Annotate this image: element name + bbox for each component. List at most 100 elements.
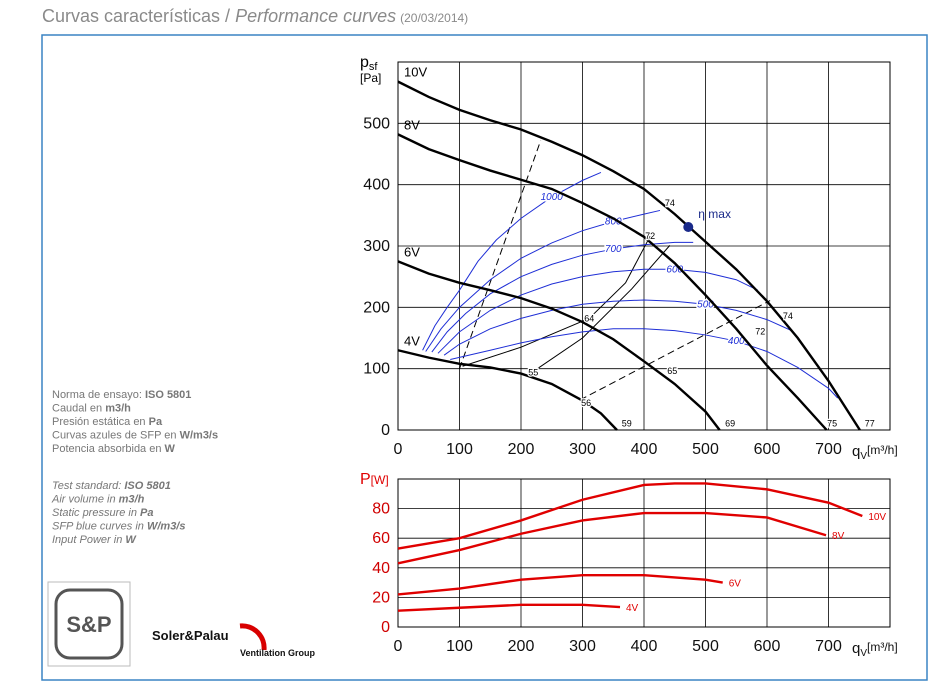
y-axis-unit: [W] — [371, 473, 389, 487]
note-text: Curvas azules de SFP en — [52, 430, 180, 442]
y-tick-label: 300 — [363, 238, 390, 255]
series-label: 10V — [404, 65, 427, 80]
y-axis-symbol: P — [360, 471, 371, 488]
efficiency-label: 72 — [755, 326, 765, 336]
note-line: Static pressure in Pa — [52, 507, 154, 519]
y-axis-label: P[W] — [360, 471, 389, 488]
note-bold: ISO 5801 — [124, 480, 170, 492]
note-line: Input Power in W — [52, 534, 137, 546]
fan-curve — [397, 603, 621, 612]
note-line: SFP blue curves in W/m3/s — [52, 521, 185, 533]
note-line: Test standard: ISO 5801 — [52, 480, 171, 492]
fan-curve — [397, 349, 618, 431]
note-text: Test standard: — [52, 480, 124, 492]
x-axis-symbol: q — [852, 443, 860, 460]
y-tick-label: 100 — [363, 361, 390, 378]
x-tick-label: 0 — [394, 441, 403, 458]
logo-arc — [239, 623, 267, 651]
efficiency-label: 56 — [581, 398, 591, 408]
note-text: Caudal en — [52, 403, 105, 415]
x-tick-label: 600 — [754, 638, 781, 655]
note-line: Norma de ensayo: ISO 5801 — [52, 389, 191, 401]
x-tick-label: 300 — [569, 441, 596, 458]
series-label: 8V — [832, 531, 845, 542]
note-bold: Pa — [140, 507, 153, 519]
y-tick-label: 60 — [372, 530, 390, 547]
note-text: Input Power in — [52, 534, 125, 546]
y-tick-label: 200 — [363, 299, 390, 316]
note-bold: Pa — [149, 416, 163, 428]
sfp-curve — [437, 268, 758, 354]
y-axis-unit: [Pa] — [360, 71, 381, 85]
x-tick-label: 500 — [692, 441, 719, 458]
y-tick-label: 0 — [381, 422, 390, 439]
note-bold: W/m3/s — [147, 521, 186, 533]
note-bold: W — [165, 443, 176, 455]
title-date: (20/03/2014) — [400, 11, 468, 25]
note-text: Static pressure in — [52, 507, 140, 519]
efficiency-label: 55 — [528, 367, 538, 377]
y-axis-subscript: sf — [369, 61, 379, 73]
x-axis-subscript: V — [860, 648, 867, 659]
sfp-label: 700 — [605, 244, 622, 255]
y-tick-label: 400 — [363, 177, 390, 194]
frame — [41, 34, 928, 681]
y-tick-label: 80 — [372, 501, 390, 518]
fan-curve — [397, 133, 828, 431]
x-tick-label: 700 — [815, 638, 842, 655]
note-bold: m3/h — [105, 403, 131, 415]
fan-curve — [397, 260, 721, 431]
efficiency-label: 74 — [783, 311, 793, 321]
y-tick-label: 0 — [381, 619, 390, 636]
logo-brand: Soler&Palau — [152, 628, 229, 643]
series-label: 8V — [404, 117, 420, 132]
series-label: 4V — [404, 333, 420, 348]
x-axis-label: qV[m³/h] — [852, 640, 898, 659]
x-axis-subscript: V — [860, 451, 867, 462]
x-axis-unit: [m³/h] — [867, 640, 898, 654]
note-bold: W/m3/s — [180, 430, 219, 442]
x-tick-label: 600 — [754, 441, 781, 458]
efficiency-label: 74 — [665, 198, 675, 208]
system-line — [462, 235, 651, 367]
note-line: Presión estática en Pa — [52, 416, 163, 428]
y-tick-label: 20 — [372, 589, 390, 606]
logo-box — [47, 581, 131, 667]
efficiency-label: 77 — [865, 418, 875, 428]
title-en: Performance curves — [235, 6, 396, 26]
note-bold: m3/h — [119, 494, 145, 506]
series-label: 10V — [868, 512, 886, 523]
sfp-label: 1000 — [541, 192, 564, 203]
y-tick-label: 500 — [363, 115, 390, 132]
sfp-curve — [425, 209, 661, 352]
efficiency-label: 64 — [584, 313, 594, 323]
series-label: 6V — [729, 579, 742, 590]
x-tick-label: 400 — [631, 638, 658, 655]
series-label: 6V — [404, 244, 420, 259]
efficiency-label: 65 — [667, 366, 677, 376]
fan-curve — [397, 80, 861, 431]
efficiency-label: 75 — [827, 418, 837, 428]
y-axis-symbol: p — [360, 54, 369, 71]
note-line: Curvas azules de SFP en W/m3/s — [52, 430, 218, 442]
system-line — [529, 245, 671, 374]
sfp-label: 600 — [666, 264, 683, 275]
x-tick-label: 500 — [692, 638, 719, 655]
note-text: Presión estática en — [52, 416, 149, 428]
note-line: Potencia absorbida en W — [52, 443, 176, 455]
series-label: 4V — [626, 603, 639, 614]
note-text: Norma de ensayo: — [52, 389, 145, 401]
fan-curve — [397, 574, 723, 596]
sfp-label: 800 — [605, 216, 622, 227]
efficiency-label: 59 — [622, 418, 632, 428]
efficiency-label: 69 — [725, 418, 735, 428]
optimum-label: η max — [698, 207, 731, 221]
note-line: Air volume in m3/h — [51, 494, 145, 506]
fan-curve — [397, 482, 863, 550]
x-axis-label: qV[m³/h] — [852, 443, 898, 462]
note-text: Air volume in — [51, 494, 119, 506]
system-line — [579, 300, 771, 401]
sfp-curve — [422, 171, 602, 351]
x-tick-label: 700 — [815, 441, 842, 458]
